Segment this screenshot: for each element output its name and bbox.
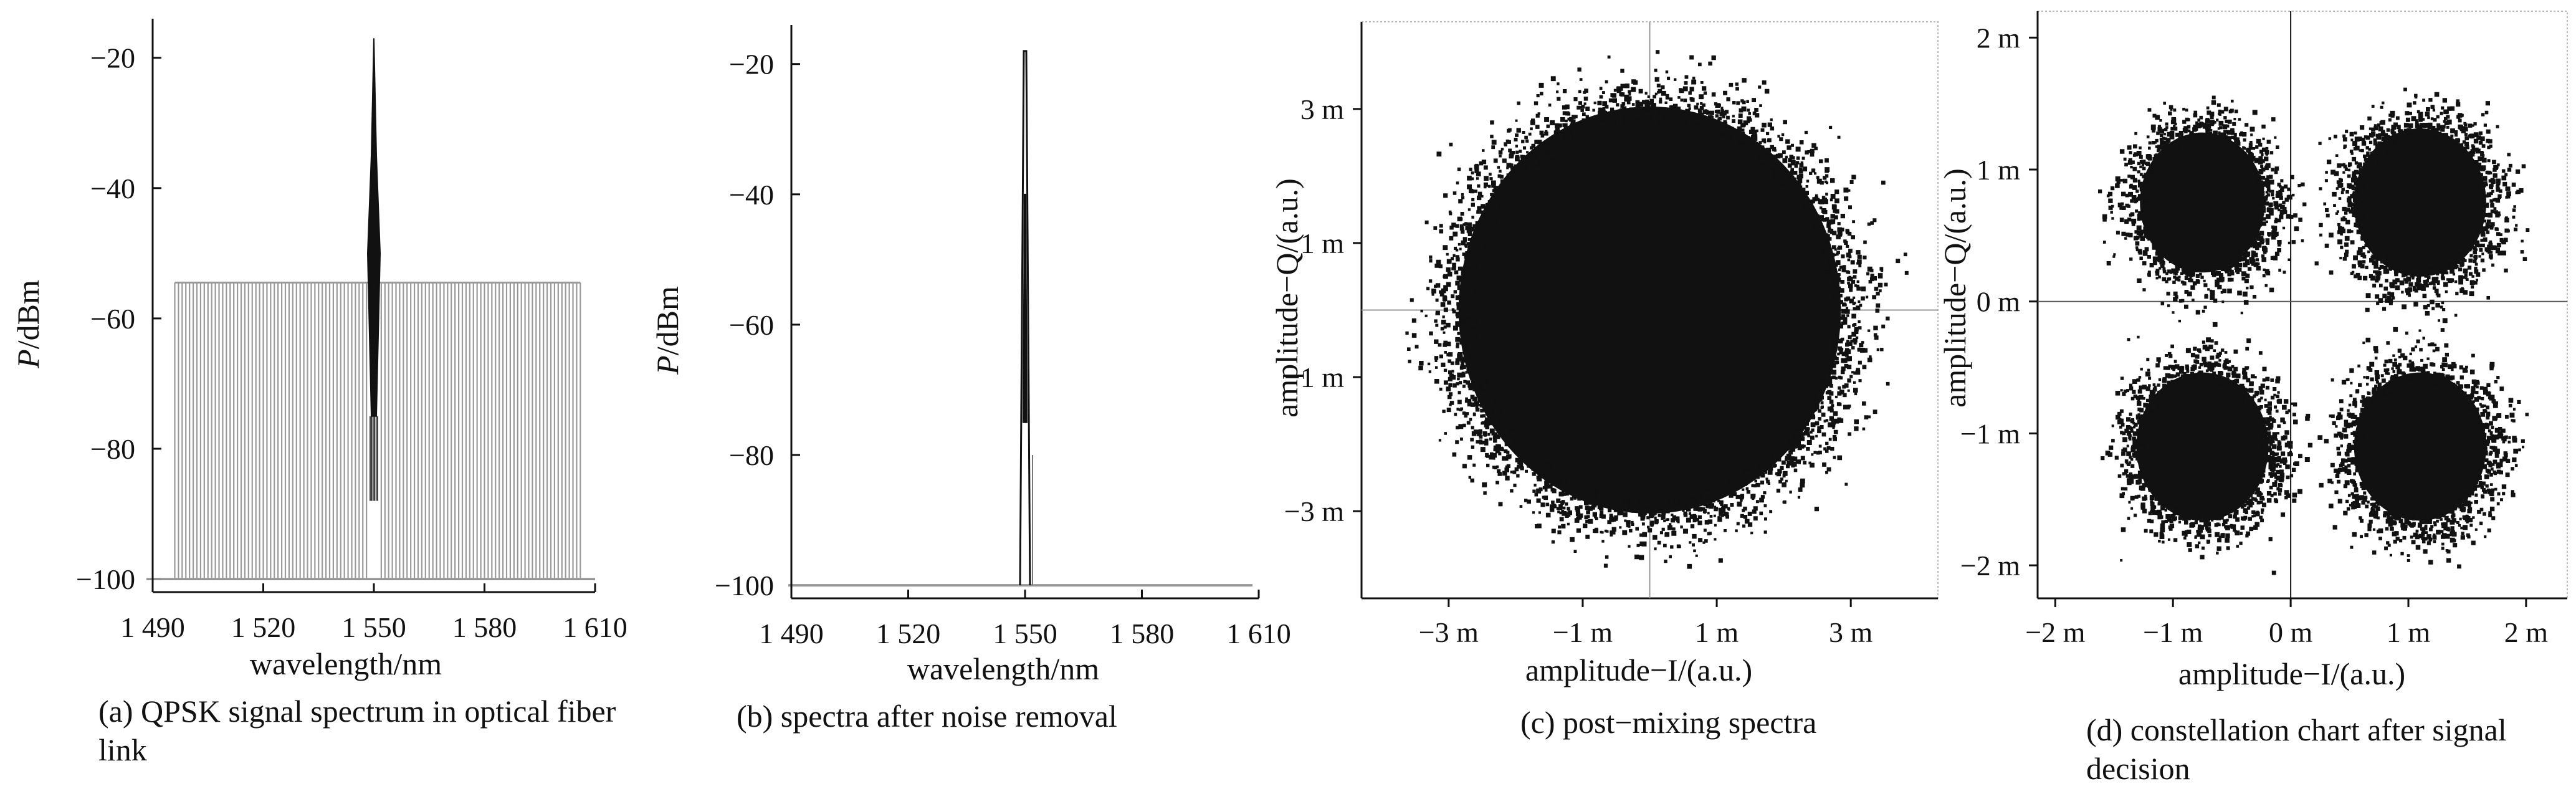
chart-d-cluster-2 (2354, 128, 2486, 277)
chart-c-xlabel: amplitude−I/(a.u.) (1525, 653, 1752, 687)
chart-c-xtick-label: 1 m (1695, 616, 1739, 648)
chart-c-ytick-label: −1 m (1284, 361, 1344, 393)
chart-b-svg: 1 490 1 520 1 550 1 580 1 610 −20 −40 −60 −80 −10… (650, 25, 1291, 686)
chart-a-xlabel: wavelength/nm (250, 646, 442, 681)
chart-a-ylabel: P/dBm (11, 280, 45, 369)
chart-d-xtick-label: 1 m (2387, 616, 2431, 648)
chart-d-ylabel: amplitude−Q/(a.u.) (1937, 168, 1972, 408)
chart-d-cluster-1-points (2098, 95, 2307, 323)
chart-c-xtick-label: −1 m (1553, 616, 1613, 648)
chart-b-ytick-label: −80 (729, 439, 774, 471)
chart-b-caption: (b) spectra after noise removal (737, 699, 1117, 734)
chart-a-ytick-label: −100 (76, 563, 135, 595)
chart-a-ytick-label: −20 (90, 42, 135, 74)
chart-d-cluster-1 (2140, 132, 2265, 273)
chart-b-signal-outer (1019, 50, 1031, 586)
chart-b-xtick-label: 1 490 (759, 618, 824, 649)
chart-d-cluster-2-points (2314, 87, 2530, 332)
panel-d: −2 m −1 m 0 m 1 m 2 m 2 m 1 m 0 m −1 m −2 m ampli… (1937, 0, 2576, 804)
chart-a-ytick-label: −80 (90, 433, 135, 465)
chart-c-ytick-label: 3 m (1300, 93, 1345, 125)
chart-b-xlabel: wavelength/nm (907, 651, 1099, 686)
chart-d-cluster-4-points (2307, 327, 2529, 569)
chart-a-svg: 1 490 1 520 1 550 1 580 1 610 −20 −40 −60 −80 −10… (11, 19, 627, 681)
chart-d-ytick-label: −1 m (1960, 418, 2020, 449)
chart-a-plot (146, 38, 595, 580)
chart-b-ticks: 1 490 1 520 1 550 1 580 1 610 −20 −40 −60 −80 −10… (715, 49, 1291, 649)
chart-b-ytick-label: −60 (729, 309, 774, 341)
chart-a-ylabel-rest: /dBm (11, 280, 45, 349)
chart-c-ticks: −3 m −1 m 1 m 3 m 3 m 1 m −1 m −3 m (1284, 93, 1873, 648)
chart-a-caption: (a) QPSK signal spectrum in optical fibe… (98, 694, 616, 767)
chart-c-ytick-label: 1 m (1300, 227, 1345, 259)
chart-d-ytick-label: −2 m (1960, 550, 2020, 581)
chart-a-xtick-label: 1 550 (341, 611, 406, 643)
chart-d-svg: −2 m −1 m 0 m 1 m 2 m 2 m 1 m 0 m −1 m −2 m ampli… (1937, 11, 2568, 691)
chart-c-caption: (c) post−mixing spectra (1520, 705, 1817, 740)
chart-d-ytick-label: 2 m (1977, 22, 2021, 54)
chart-b-plot (788, 50, 1252, 587)
chart-d-ticks: −2 m −1 m 0 m 1 m 2 m 2 m 1 m 0 m −1 m −2 m (1960, 22, 2548, 648)
chart-c-scatter-points (1405, 50, 1909, 569)
chart-c-cluster-core (1458, 106, 1841, 514)
chart-c-ylabel: amplitude−Q/(a.u.) (1269, 178, 1304, 418)
chart-a-ytick-label: −60 (90, 303, 135, 335)
chart-c-ytick-label: −3 m (1284, 495, 1344, 527)
chart-b-xtick-label: 1 610 (1226, 618, 1291, 649)
chart-b-xtick-label: 1 580 (1110, 618, 1175, 649)
chart-c-plot (1405, 50, 1909, 569)
chart-b-xtick-label: 1 550 (993, 618, 1057, 649)
chart-a-ytick-label: −40 (90, 173, 135, 204)
chart-a-ylabel-italic: P (11, 349, 45, 369)
chart-c-xtick-label: −3 m (1419, 616, 1479, 648)
chart-b-ytick-label: −100 (715, 570, 774, 601)
chart-d-ytick-label: 0 m (1977, 286, 2021, 318)
chart-d-caption: (d) constellation chart after signal dec… (2086, 712, 2507, 786)
chart-b-signal-inner (1022, 193, 1028, 423)
chart-d-xtick-label: 0 m (2269, 616, 2313, 648)
chart-d-cluster-3 (2136, 372, 2269, 521)
chart-d-ytick-label: 1 m (1977, 154, 2021, 186)
panel-b: 1 490 1 520 1 550 1 580 1 610 −20 −40 −60 −80 −10… (636, 0, 1291, 804)
chart-a-xtick-label: 1 490 (120, 611, 185, 643)
chart-c-svg: −3 m −1 m 1 m 3 m 3 m 1 m −1 m −3 m amplitude−I… (1269, 21, 1939, 687)
chart-d-frame-box (2037, 11, 2568, 599)
chart-b-ytick-label: −40 (729, 179, 774, 211)
panel-c: −3 m −1 m 1 m 3 m 3 m 1 m −1 m −3 m amplitude−I… (1269, 0, 1950, 804)
chart-a-ticks: 1 490 1 520 1 550 1 580 1 610 −20 −40 −60 −80 −10… (76, 42, 627, 643)
chart-d-cluster-4 (2354, 372, 2486, 521)
panel-a: 1 490 1 520 1 550 1 580 1 610 −20 −40 −60 −80 −10… (0, 0, 636, 804)
chart-c-xtick-label: 3 m (1829, 616, 1873, 648)
chart-d-xlabel: amplitude−I/(a.u.) (2178, 656, 2405, 691)
chart-b-ylabel: P/dBm (650, 286, 685, 375)
chart-d-cluster-3-points (2101, 322, 2324, 575)
chart-d-xtick-label: −2 m (2025, 616, 2085, 648)
chart-d-plot (2098, 87, 2530, 575)
chart-b-ylabel-rest: /dBm (650, 286, 685, 355)
chart-d-xtick-label: 2 m (2504, 616, 2549, 648)
chart-b-xtick-label: 1 520 (876, 618, 941, 649)
chart-b-ytick-label: −20 (729, 49, 774, 80)
chart-b-ylabel-italic: P (650, 355, 685, 375)
chart-d-xtick-label: −1 m (2143, 616, 2203, 648)
chart-a-xtick-label: 1 520 (231, 611, 296, 643)
chart-a-xtick-label: 1 610 (563, 611, 627, 643)
chart-a-xtick-label: 1 580 (452, 611, 517, 643)
chart-a-signal-peak (366, 38, 381, 417)
chart-d-frame (2036, 11, 2568, 600)
